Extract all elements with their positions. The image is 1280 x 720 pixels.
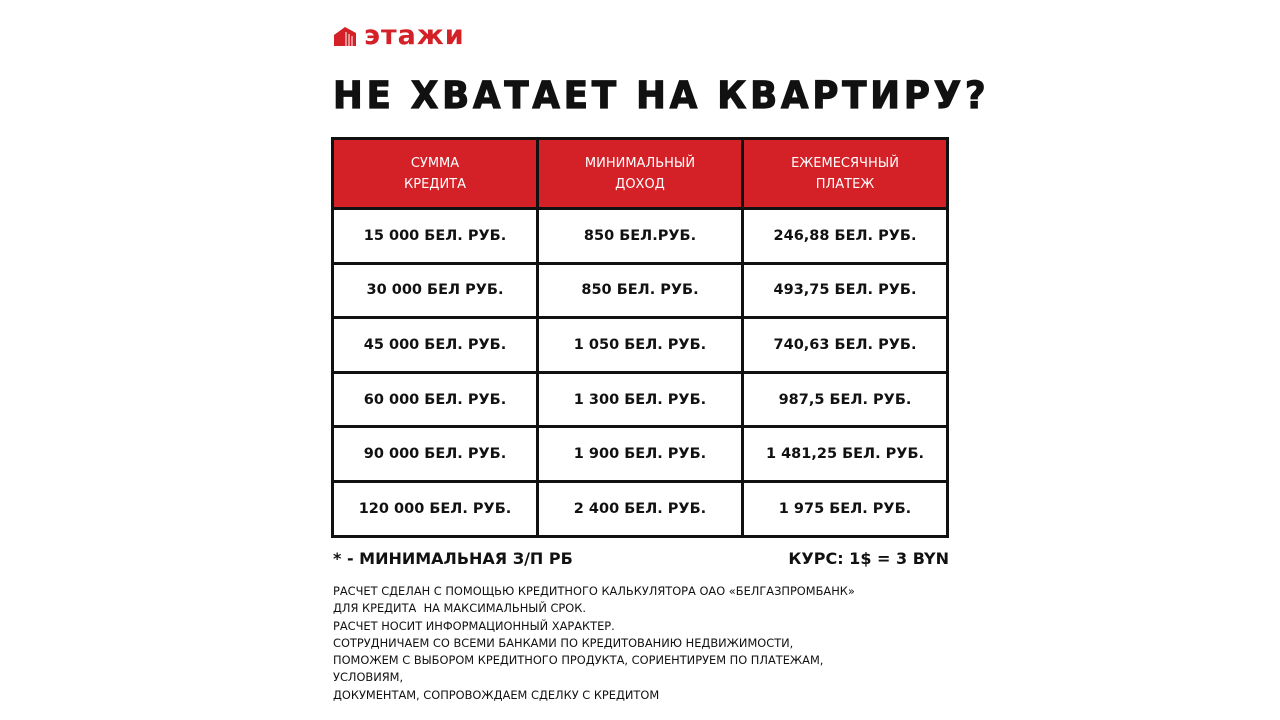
min-salary-note: * - МИНИМАЛЬНАЯ З/П РБ (333, 549, 573, 568)
table-cell: 120 000 БЕЛ. РУБ. (331, 479, 539, 538)
table-cell: 1 050 БЕЛ. РУБ. (536, 316, 744, 374)
building-logo-icon (334, 26, 356, 46)
disclaimer-line: ДОКУМЕНТАМ, СОПРОВОЖДАЕМ СДЕЛКУ С КРЕДИТ… (333, 687, 660, 702)
table-cell: 850 БЕЛ. РУБ. (536, 261, 744, 320)
table-cell: 90 000 БЕЛ. РУБ. (331, 425, 539, 483)
table-header-cell: ЕЖЕМЕСЯЧНЫЙ ПЛАТЕЖ (741, 137, 949, 210)
table-cell: 987,5 БЕЛ. РУБ. (741, 370, 949, 429)
exchange-rate-note: КУРС: 1$ = 3 BYN (788, 549, 949, 568)
disclaimer-line: СОТРУДНИЧАЕМ СО ВСЕМИ БАНКАМИ ПО КРЕДИТО… (333, 635, 794, 650)
table-cell: 15 000 БЕЛ. РУБ. (331, 207, 539, 265)
table-row: 45 000 БЕЛ. РУБ. 1 050 БЕЛ. РУБ. 740,63 БЕ… (331, 316, 949, 374)
table-cell: 30 000 БЕЛ РУБ. (331, 261, 539, 320)
header-line: МИНИМАЛЬНЫЙ (584, 155, 696, 171)
header-line: ЕЖЕМЕСЯЧНЫЙ (791, 155, 899, 171)
disclaimer-line: ДЛЯ КРЕДИТА НА МАКСИМАЛЬНЫЙ СРОК. (333, 601, 586, 616)
header-line: КРЕДИТА (404, 176, 466, 192)
page-title: НЕ ХВАТАЕТ НА КВАРТИРУ? (332, 73, 990, 117)
table-row: 90 000 БЕЛ. РУБ. 1 900 БЕЛ. РУБ. 1 481,25 … (331, 425, 949, 483)
table-cell: 1 900 БЕЛ. РУБ. (536, 425, 744, 483)
table-cell: 246,88 БЕЛ. РУБ. (741, 207, 949, 265)
disclaimer-line: РАСЧЕТ НОСИТ ИНФОРМАЦИОННЫЙ ХАРАКТЕР. (333, 618, 615, 633)
table-row: 120 000 БЕЛ. РУБ. 2 400 БЕЛ. РУБ. 1 975 БЕ… (331, 479, 949, 538)
table-row: 60 000 БЕЛ. РУБ. 1 300 БЕЛ. РУБ. 987,5 БЕЛ… (331, 370, 949, 429)
table-row: 15 000 БЕЛ. РУБ. 850 БЕЛ.РУБ. 246,88 БЕЛ. … (331, 207, 949, 265)
disclaimer-text: РАСЧЕТ СДЕЛАН С ПОМОЩЬЮ КРЕДИТНОГО КАЛЬК… (333, 583, 855, 704)
disclaimer-line: УСЛОВИЯМ, (333, 670, 404, 685)
table-header-cell: СУММА КРЕДИТА (331, 137, 539, 210)
table-cell: 1 481,25 БЕЛ. РУБ. (741, 425, 949, 483)
header-line: СУММА (410, 155, 460, 171)
header-line: ПЛАТЕЖ (815, 176, 875, 192)
table-cell: 60 000 БЕЛ. РУБ. (331, 370, 539, 429)
table-cell: 1 300 БЕЛ. РУБ. (536, 370, 744, 429)
table-cell: 850 БЕЛ.РУБ. (536, 207, 744, 265)
header-line: ДОХОД (615, 176, 665, 192)
disclaimer-line: ПОМОЖЕМ С ВЫБОРОМ КРЕДИТНОГО ПРОДУКТА, С… (333, 653, 824, 668)
table-cell: 740,63 БЕЛ. РУБ. (741, 316, 949, 374)
table-row: 30 000 БЕЛ РУБ. 850 БЕЛ. РУБ. 493,75 БЕЛ. … (331, 261, 949, 320)
brand-name: этажи (364, 20, 465, 51)
disclaimer-line: РАСЧЕТ СДЕЛАН С ПОМОЩЬЮ КРЕДИТНОГО КАЛЬК… (333, 584, 855, 598)
table-cell: 45 000 БЕЛ. РУБ. (331, 316, 539, 374)
credit-table: СУММА КРЕДИТА МИНИМАЛЬНЫЙ ДОХОД ЕЖЕМЕСЯЧНЫЙ П… (331, 137, 949, 538)
table-header-row: СУММА КРЕДИТА МИНИМАЛЬНЫЙ ДОХОД ЕЖЕМЕСЯЧНЫЙ П… (331, 137, 949, 210)
brand-logo: этажи (334, 22, 465, 49)
table-header-cell: МИНИМАЛЬНЫЙ ДОХОД (536, 137, 744, 210)
table-cell: 2 400 БЕЛ. РУБ. (536, 479, 744, 538)
table-cell: 1 975 БЕЛ. РУБ. (741, 479, 949, 538)
table-cell: 493,75 БЕЛ. РУБ. (741, 261, 949, 320)
